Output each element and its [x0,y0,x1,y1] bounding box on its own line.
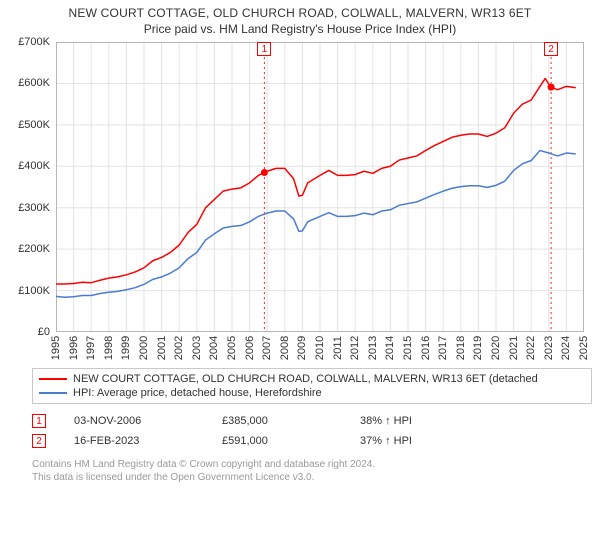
footer-line2: This data is licensed under the Open Gov… [32,471,592,484]
x-tick-label: 2002 [173,336,185,360]
x-tick-label: 2023 [543,336,555,360]
legend-swatch [39,392,67,394]
x-tick-label: 2011 [332,336,344,360]
legend-item: HPI: Average price, detached house, Here… [39,387,585,399]
legend: NEW COURT COTTAGE, OLD CHURCH ROAD, COLW… [32,368,592,404]
chart: £0£100K£200K£300K£400K£500K£600K£700K 12… [8,42,592,362]
y-tick-label: £100K [18,285,50,297]
x-tick-label: 2010 [314,336,326,360]
footer: Contains HM Land Registry data © Crown c… [32,458,592,484]
x-tick-label: 1996 [68,336,80,360]
transaction-row: 1 03-NOV-2006 £385,000 38% ↑ HPI [32,414,592,428]
transaction-price: £591,000 [222,435,332,447]
x-tick-label: 2016 [420,336,432,360]
transaction-date: 03-NOV-2006 [74,415,194,427]
x-tick-label: 1997 [85,336,97,360]
x-tick-label: 2020 [490,336,502,360]
chart-marker-2: 2 [544,42,558,56]
y-tick-label: £200K [18,243,50,255]
y-tick-label: £500K [18,119,50,131]
x-tick-label: 2009 [296,336,308,360]
x-tick-label: 2018 [455,336,467,360]
y-tick-label: £300K [18,202,50,214]
y-tick-label: £600K [18,77,50,89]
legend-swatch [39,378,67,380]
x-tick-label: 2022 [525,336,537,360]
x-tick-label: 2014 [384,336,396,360]
x-tick-label: 2012 [349,336,361,360]
y-tick-label: £400K [18,160,50,172]
y-tick-label: £0 [38,326,50,338]
x-tick-label: 2013 [367,336,379,360]
x-tick-label: 1995 [50,336,62,360]
x-tick-label: 1999 [120,336,132,360]
chart-title-address: NEW COURT COTTAGE, OLD CHURCH ROAD, COLW… [8,6,592,20]
x-tick-label: 2021 [508,336,520,360]
x-tick-label: 2006 [244,336,256,360]
chart-marker-1: 1 [257,42,271,56]
x-axis-labels: 1995199619971998199920002001200220032004… [56,334,584,362]
y-tick-label: £700K [18,36,50,48]
legend-item: NEW COURT COTTAGE, OLD CHURCH ROAD, COLW… [39,373,585,385]
x-tick-label: 2025 [578,336,590,360]
transaction-date: 16-FEB-2023 [74,435,194,447]
x-tick-label: 2000 [138,336,150,360]
x-tick-label: 2017 [437,336,449,360]
x-tick-label: 2019 [472,336,484,360]
transactions-table: 1 03-NOV-2006 £385,000 38% ↑ HPI 2 16-FEB-202… [32,414,592,454]
x-tick-label: 2024 [560,336,572,360]
x-tick-label: 2015 [402,336,414,360]
transaction-marker-box: 1 [32,414,46,428]
transaction-price: £385,000 [222,415,332,427]
legend-label: NEW COURT COTTAGE, OLD CHURCH ROAD, COLW… [73,373,538,385]
x-tick-label: 2003 [191,336,203,360]
x-tick-label: 2005 [226,336,238,360]
transaction-hpi: 37% ↑ HPI [360,435,412,447]
plot-area: 12 [56,42,584,332]
x-tick-label: 2007 [261,336,273,360]
chart-titles: NEW COURT COTTAGE, OLD CHURCH ROAD, COLW… [8,6,592,36]
x-tick-label: 2008 [279,336,291,360]
transaction-marker-box: 2 [32,434,46,448]
x-tick-label: 2004 [208,336,220,360]
chart-title-sub: Price paid vs. HM Land Registry's House … [8,22,592,36]
transaction-hpi: 38% ↑ HPI [360,415,412,427]
chart-svg [56,42,584,332]
x-tick-label: 1998 [103,336,115,360]
x-tick-label: 2001 [156,336,168,360]
y-axis-labels: £0£100K£200K£300K£400K£500K£600K£700K [8,42,54,332]
legend-label: HPI: Average price, detached house, Here… [73,387,322,399]
footer-line1: Contains HM Land Registry data © Crown c… [32,458,592,471]
transaction-row: 2 16-FEB-2023 £591,000 37% ↑ HPI [32,434,592,448]
